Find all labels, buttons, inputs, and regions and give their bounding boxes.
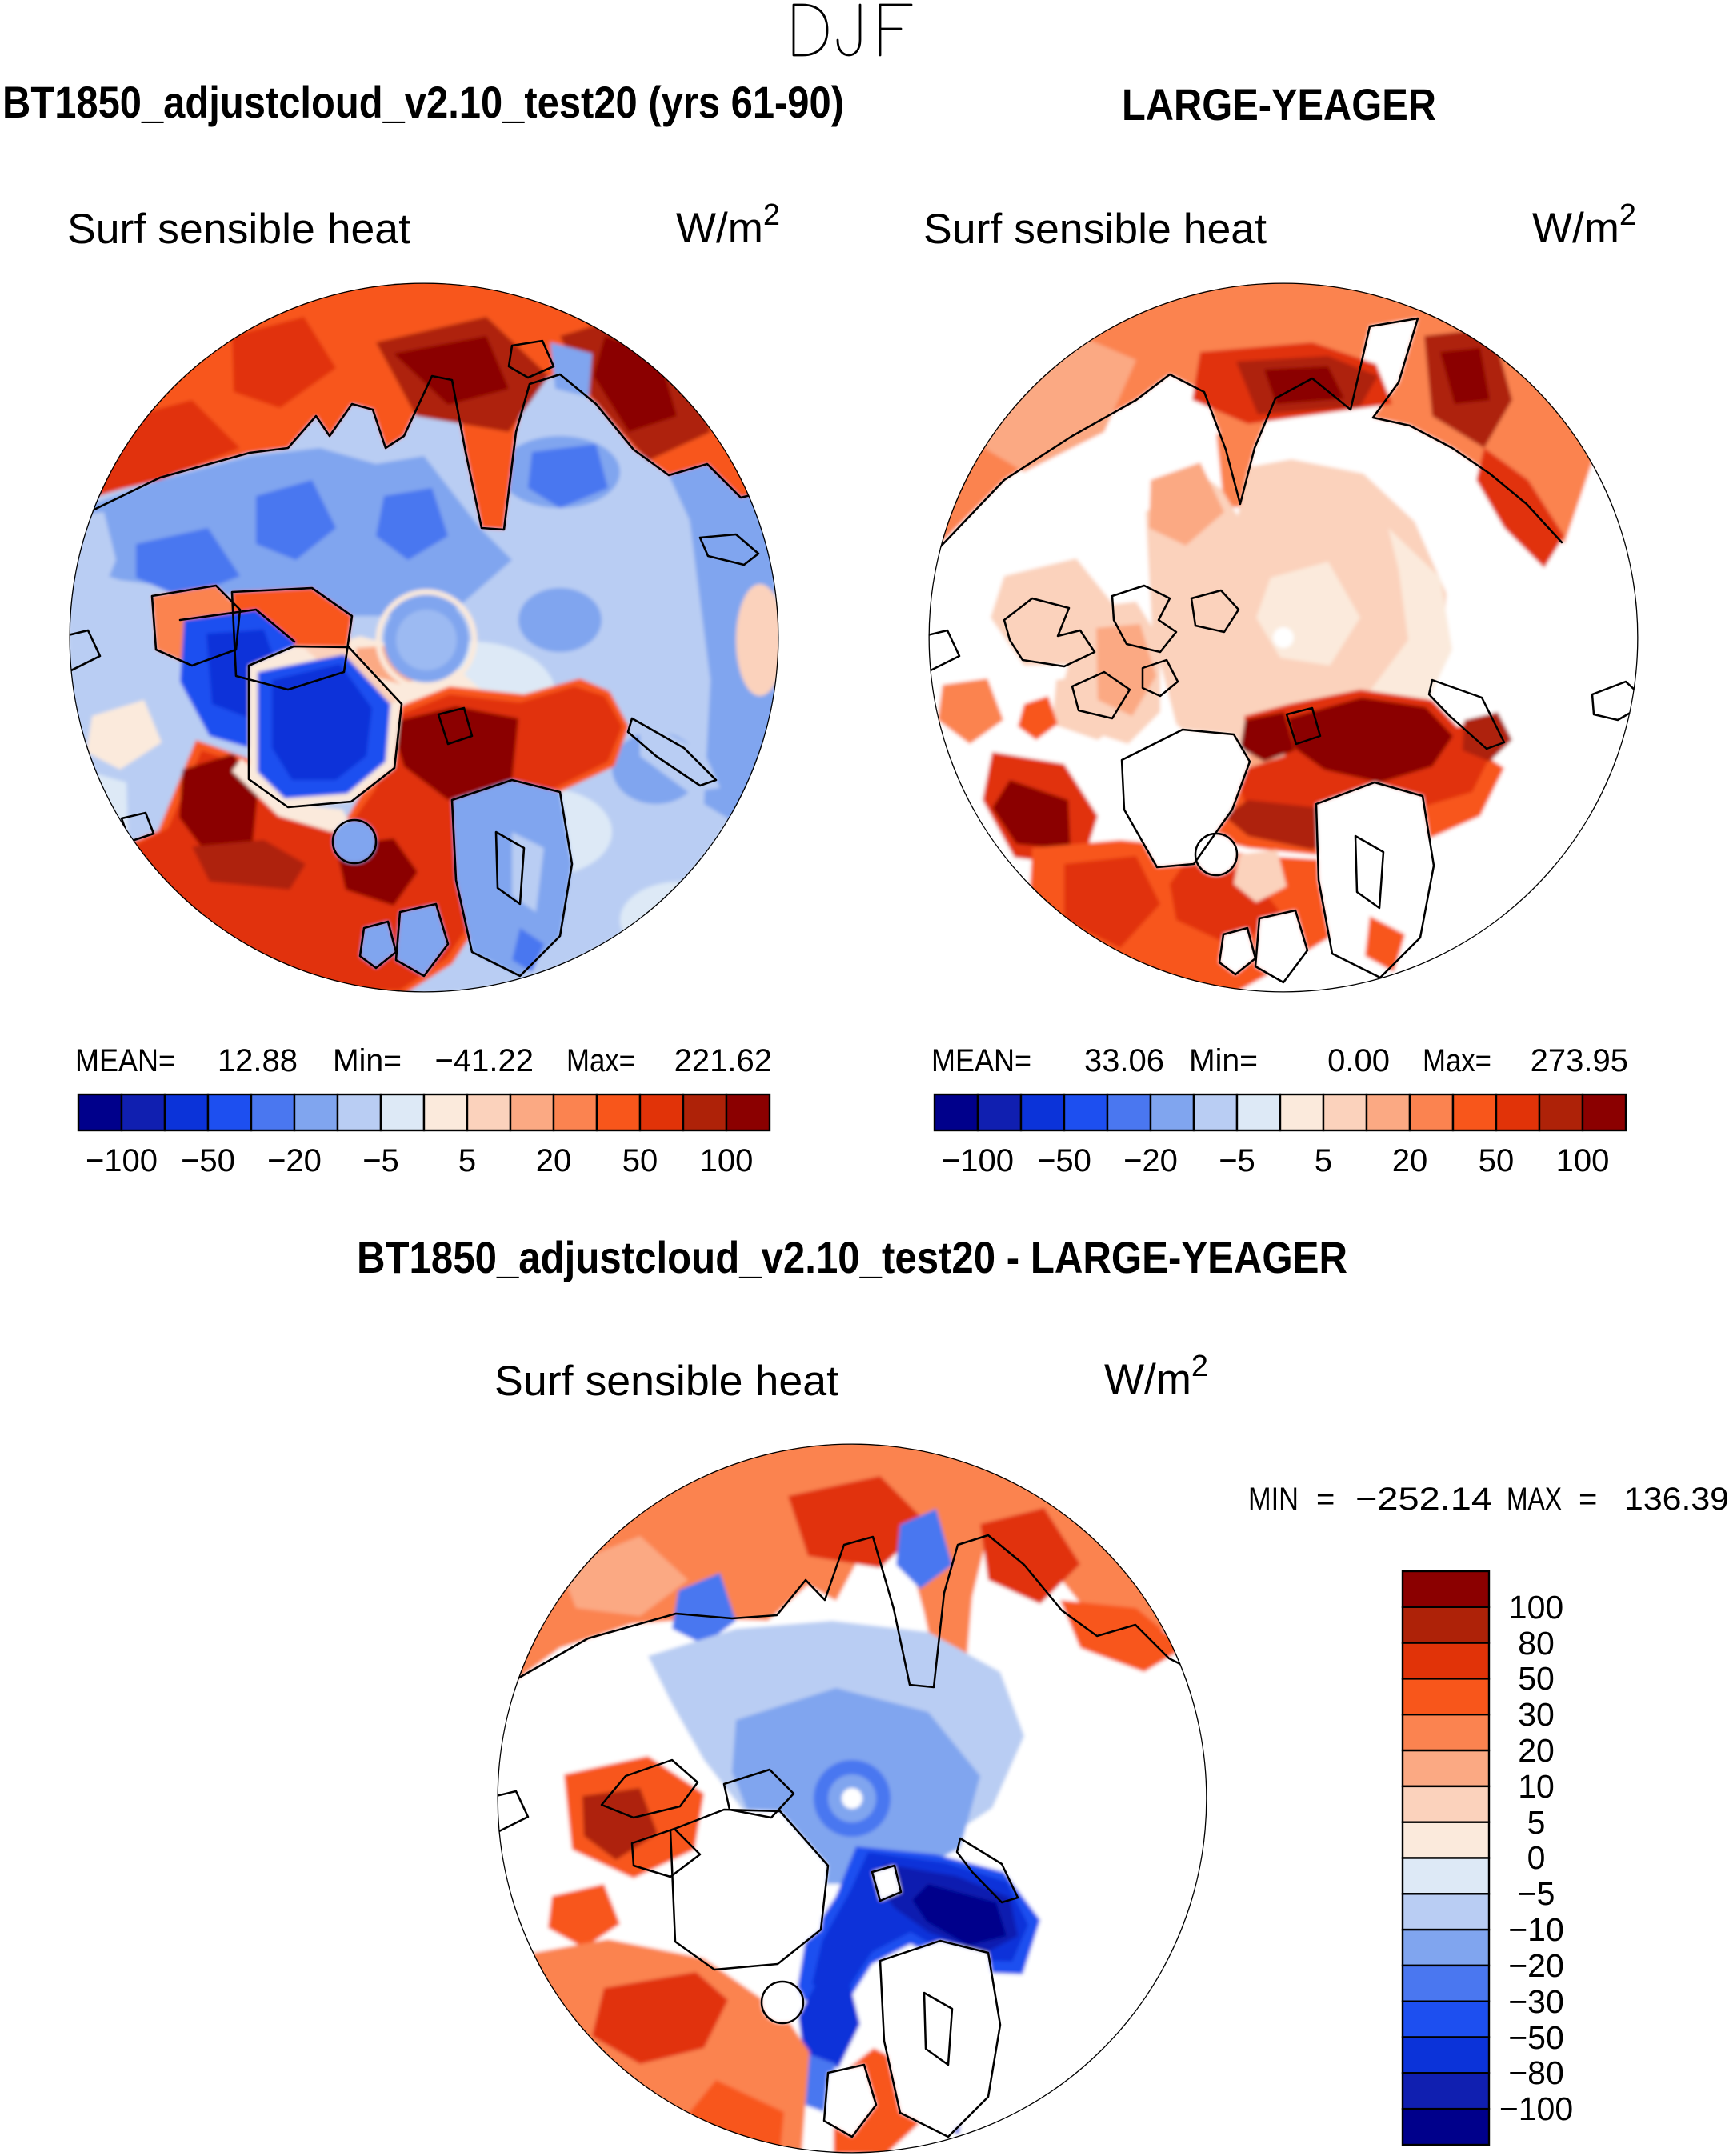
- svg-text:W/m2: W/m2: [1104, 1350, 1208, 1403]
- svg-text:−5: −5: [1518, 1875, 1555, 1912]
- svg-text:10: 10: [1518, 1768, 1555, 1805]
- svg-text:20: 20: [1392, 1143, 1428, 1178]
- svg-text:=: =: [1316, 1482, 1335, 1517]
- svg-text:W/m2: W/m2: [1532, 198, 1636, 252]
- svg-text:−50: −50: [1508, 2019, 1564, 2056]
- svg-text:50: 50: [1479, 1143, 1515, 1178]
- svg-text:−80: −80: [1508, 2054, 1564, 2091]
- svg-text:LARGE-YEAGER: LARGE-YEAGER: [1122, 79, 1436, 130]
- svg-text:50: 50: [622, 1143, 658, 1178]
- svg-text:Min=: Min=: [1189, 1043, 1258, 1078]
- svg-text:−5: −5: [1219, 1143, 1255, 1178]
- svg-text:MEAN=: MEAN=: [931, 1043, 1031, 1078]
- svg-text:0.00: 0.00: [1327, 1043, 1390, 1078]
- svg-text:Max=: Max=: [566, 1043, 635, 1078]
- svg-text:−100: −100: [86, 1143, 158, 1178]
- svg-text:100: 100: [1509, 1589, 1563, 1626]
- svg-text:−100: −100: [1499, 2090, 1573, 2127]
- svg-text:33.06: 33.06: [1084, 1043, 1164, 1078]
- svg-text:−20: −20: [1508, 1947, 1564, 1984]
- svg-text:−50: −50: [1037, 1143, 1091, 1178]
- svg-text:−100: −100: [942, 1143, 1014, 1178]
- svg-text:−41.22: −41.22: [435, 1043, 534, 1078]
- svg-text:MEAN=: MEAN=: [75, 1043, 175, 1078]
- svg-text:136.39: 136.39: [1624, 1482, 1729, 1517]
- svg-text:−10: −10: [1508, 1911, 1564, 1948]
- svg-text:Surf sensible heat: Surf sensible heat: [494, 1358, 838, 1405]
- svg-text:−252.14: −252.14: [1355, 1482, 1492, 1517]
- svg-text:100: 100: [700, 1143, 754, 1178]
- svg-text:Surf sensible heat: Surf sensible heat: [923, 206, 1267, 253]
- svg-text:50: 50: [1518, 1660, 1555, 1697]
- svg-text:−20: −20: [1123, 1143, 1178, 1178]
- svg-text:5: 5: [1527, 1804, 1546, 1841]
- svg-text:30: 30: [1518, 1696, 1555, 1733]
- svg-text:−50: −50: [181, 1143, 235, 1178]
- svg-text:MAX: MAX: [1507, 1482, 1562, 1517]
- svg-text:BT1850_adjustcloud_v2.10_test2: BT1850_adjustcloud_v2.10_test20 - LARGE-…: [357, 1232, 1347, 1282]
- svg-text:5: 5: [1315, 1143, 1332, 1178]
- svg-text:221.62: 221.62: [674, 1043, 772, 1078]
- svg-text:−30: −30: [1508, 1983, 1564, 2020]
- svg-text:20: 20: [536, 1143, 572, 1178]
- svg-text:MIN: MIN: [1248, 1482, 1299, 1517]
- svg-text:Min=: Min=: [333, 1043, 402, 1078]
- svg-text:0: 0: [1527, 1839, 1546, 1876]
- svg-text:−5: −5: [362, 1143, 399, 1178]
- svg-text:−20: −20: [267, 1143, 322, 1178]
- svg-text:100: 100: [1556, 1143, 1610, 1178]
- svg-text:W/m2: W/m2: [676, 198, 780, 252]
- svg-text:12.88: 12.88: [218, 1043, 298, 1078]
- svg-text:BT1850_adjustcloud_v2.10_test2: BT1850_adjustcloud_v2.10_test20 (yrs 61-…: [2, 77, 844, 127]
- svg-text:=: =: [1579, 1482, 1597, 1517]
- svg-text:Max=: Max=: [1423, 1043, 1491, 1078]
- svg-text:Surf sensible heat: Surf sensible heat: [67, 206, 410, 253]
- svg-text:80: 80: [1518, 1625, 1555, 1662]
- svg-text:20: 20: [1518, 1732, 1555, 1769]
- svg-text:273.95: 273.95: [1531, 1043, 1628, 1078]
- svg-text:5: 5: [458, 1143, 476, 1178]
